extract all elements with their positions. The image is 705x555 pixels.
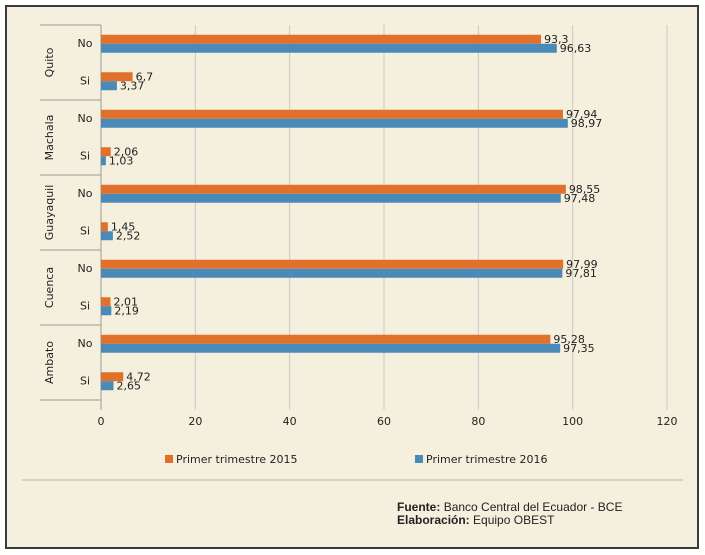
bar [101,43,557,53]
y-tick-label: No [78,112,93,125]
bar [101,72,133,82]
bar [101,118,568,128]
value-label: 3,37 [120,79,145,92]
group-label: Guayaquil [43,185,56,241]
credit-text: Equipo OBEST [473,513,555,527]
source-label: Fuente: [397,500,440,514]
bar [101,156,106,166]
value-label: 2,01 [113,295,138,308]
value-label: 97,99 [566,258,598,271]
value-label: 97,35 [563,342,595,355]
group-label: Ambato [43,341,56,384]
y-tick-label: No [78,262,93,275]
bar [101,343,561,353]
x-tick-label: 120 [657,415,678,428]
group-label: Machala [43,115,56,161]
source-text: Banco Central del Ecuador - BCE [444,500,623,514]
y-tick-label: Si [80,74,90,87]
y-tick-label: Si [80,149,90,162]
group-label: Cuenca [43,267,56,308]
x-tick-label: 40 [283,415,297,428]
value-label: 93,3 [544,33,569,46]
y-tick-label: No [78,337,93,350]
value-label: 96,63 [560,42,592,55]
group-label: Quito [43,47,56,77]
bar [101,222,108,232]
bar [101,306,112,316]
value-label: 4,72 [126,370,151,383]
value-label: 97,48 [564,192,596,205]
bar [101,231,113,241]
bar [101,34,542,44]
value-label: 2,52 [116,229,141,242]
source: Fuente: Banco Central del Ecuador - BCE [397,500,622,514]
credit: Elaboración: Equipo OBEST [397,513,555,527]
credit-label: Elaboración: [397,513,470,527]
bar [101,334,551,344]
value-label: 2,65 [116,379,141,392]
legend-swatch [165,455,173,463]
y-tick-label: Si [80,224,90,237]
bar [101,109,563,119]
bar [101,297,111,307]
legend-label: Primer trimestre 2016 [426,453,547,466]
legend-swatch [415,455,423,463]
bar [101,268,563,278]
value-label: 2,06 [114,145,139,158]
value-label: 1,45 [111,220,136,233]
value-label: 98,55 [569,183,601,196]
bar [101,381,114,391]
y-tick-label: No [78,187,93,200]
value-label: 2,19 [114,304,139,317]
y-tick-label: Si [80,299,90,312]
bar [101,372,124,382]
bar [101,81,117,91]
value-label: 95,28 [553,333,585,346]
x-tick-label: 100 [562,415,583,428]
y-tick-label: Si [80,374,90,387]
bar [101,147,111,157]
x-tick-label: 0 [98,415,105,428]
value-label: 6,7 [136,70,154,83]
bar [101,259,564,269]
x-tick-label: 80 [471,415,485,428]
bar [101,193,561,203]
legend-label: Primer trimestre 2015 [176,453,297,466]
value-label: 97,81 [565,267,597,280]
value-label: 97,94 [566,108,598,121]
y-tick-label: No [78,37,93,50]
x-tick-label: 20 [188,415,202,428]
value-label: 98,97 [571,117,603,130]
bar [101,184,566,194]
value-label: 1,03 [109,154,134,167]
x-tick-label: 60 [377,415,391,428]
